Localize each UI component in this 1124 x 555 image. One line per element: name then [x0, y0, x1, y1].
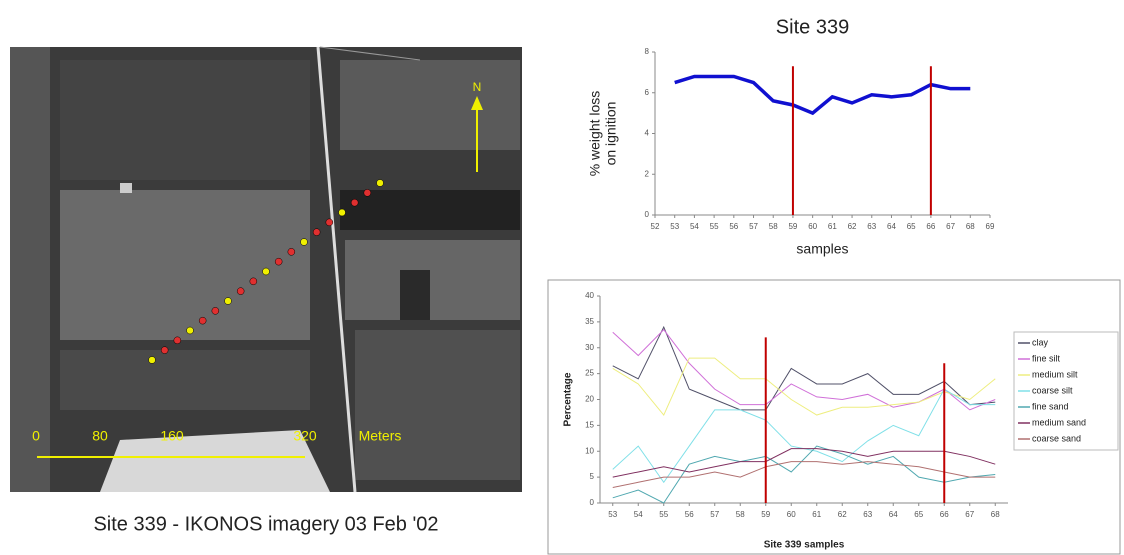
- scale-label: 80: [92, 428, 108, 444]
- y-tick-label: 6: [645, 88, 650, 97]
- x-tick-label: 54: [690, 222, 699, 231]
- series-line: [612, 448, 996, 478]
- sample-point: [350, 198, 359, 207]
- scale-label: 0: [32, 428, 40, 444]
- y-axis-label: Percentage: [563, 372, 574, 426]
- north-label: N: [473, 80, 482, 94]
- sample-point: [186, 326, 194, 335]
- x-tick-label: 64: [887, 222, 896, 231]
- legend-label: medium sand: [1032, 417, 1086, 427]
- x-tick-label: 66: [926, 222, 935, 231]
- sample-point: [148, 356, 156, 364]
- x-tick-label: 69: [986, 222, 995, 231]
- x-tick-label: 63: [867, 222, 876, 231]
- x-tick-label: 58: [736, 510, 745, 519]
- x-tick-label: 59: [761, 510, 770, 519]
- x-tick-label: 60: [787, 510, 796, 519]
- x-tick-label: 59: [788, 222, 797, 231]
- x-tick-label: 67: [946, 222, 955, 231]
- x-axis-label: Site 339 samples: [764, 540, 845, 551]
- x-tick-label: 65: [907, 222, 916, 231]
- legend-label: coarse silt: [1032, 385, 1073, 395]
- sample-point: [211, 307, 220, 315]
- y-tick-label: 0: [590, 498, 595, 507]
- series-line: [674, 74, 971, 116]
- x-tick-label: 55: [710, 222, 719, 231]
- x-tick-label: 62: [838, 510, 847, 519]
- y-tick-label: 2: [645, 169, 650, 178]
- x-tick-label: 53: [608, 510, 617, 519]
- y-tick-label: 20: [585, 395, 594, 404]
- x-tick-label: 68: [991, 510, 1000, 519]
- x-tick-label: 62: [848, 222, 857, 231]
- sample-point: [224, 297, 232, 305]
- x-axis-label: samples: [796, 241, 848, 257]
- sample-point: [274, 257, 283, 266]
- series-line: [612, 325, 996, 411]
- x-tick-label: 54: [634, 510, 643, 519]
- image-caption: Site 339 - IKONOS imagery 03 Feb '02: [93, 513, 438, 535]
- legend-label: coarse sand: [1032, 433, 1081, 443]
- y-tick-label: 4: [645, 129, 650, 138]
- sample-point: [236, 287, 245, 295]
- series-line: [612, 445, 996, 504]
- sample-point: [173, 336, 182, 345]
- x-tick-label: 63: [863, 510, 872, 519]
- y-tick-label: 35: [585, 317, 594, 326]
- x-tick-label: 55: [659, 510, 668, 519]
- sample-point: [160, 346, 169, 354]
- series-line: [612, 357, 996, 416]
- y-axis-label: on ignition: [603, 102, 619, 166]
- sample-point: [198, 316, 207, 325]
- chart-frame: [547, 279, 1121, 555]
- sample-point: [262, 267, 270, 276]
- y-tick-label: 25: [585, 369, 594, 378]
- sample-point: [287, 248, 296, 256]
- legend-label: clay: [1032, 337, 1049, 347]
- x-tick-label: 65: [914, 510, 923, 519]
- x-tick-label: 61: [828, 222, 837, 231]
- sample-point: [325, 218, 334, 227]
- x-tick-label: 66: [940, 510, 949, 519]
- x-tick-label: 52: [651, 222, 660, 231]
- x-tick-label: 56: [729, 222, 738, 231]
- y-tick-label: 0: [645, 210, 650, 219]
- scale-label: 160: [160, 428, 184, 444]
- legend-label: medium silt: [1032, 369, 1078, 379]
- y-tick-label: 10: [585, 446, 594, 455]
- y-tick-label: 15: [585, 420, 594, 429]
- legend-box: [1013, 331, 1119, 451]
- chart-title: Site 339: [776, 16, 849, 38]
- y-tick-label: 5: [590, 472, 595, 481]
- sample-point: [363, 189, 372, 197]
- x-tick-label: 53: [670, 222, 679, 231]
- satellite-image: [10, 46, 522, 493]
- scale-label: Meters: [359, 428, 402, 444]
- y-axis-label: % weight loss: [587, 91, 603, 177]
- x-tick-label: 56: [685, 510, 694, 519]
- sample-point: [300, 238, 308, 246]
- scale-label: 320: [293, 428, 317, 444]
- x-tick-label: 61: [812, 510, 821, 519]
- legend-label: fine sand: [1032, 401, 1069, 411]
- sample-point: [312, 228, 321, 236]
- x-tick-label: 60: [808, 222, 817, 231]
- series-line: [612, 328, 996, 411]
- x-tick-label: 57: [749, 222, 758, 231]
- x-tick-label: 64: [889, 510, 898, 519]
- series-line: [612, 461, 996, 488]
- legend-label: fine silt: [1032, 353, 1061, 363]
- x-tick-label: 57: [710, 510, 719, 519]
- y-tick-label: 40: [585, 291, 594, 300]
- x-tick-label: 68: [966, 222, 975, 231]
- x-tick-label: 67: [965, 510, 974, 519]
- sample-point: [376, 179, 384, 187]
- y-tick-label: 30: [585, 343, 594, 352]
- x-tick-label: 58: [769, 222, 778, 231]
- sample-point: [249, 277, 258, 286]
- y-tick-label: 8: [645, 47, 650, 56]
- sample-point: [338, 208, 346, 217]
